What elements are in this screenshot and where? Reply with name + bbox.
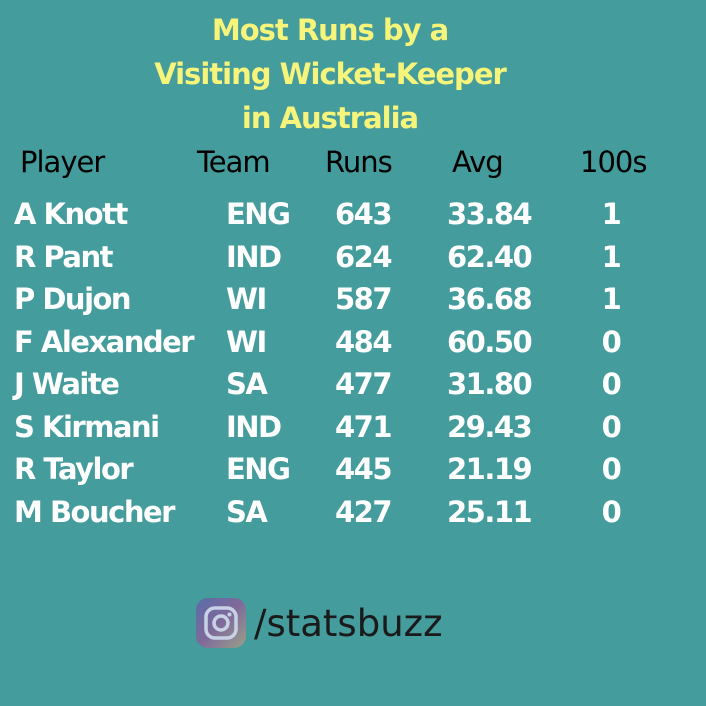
cell-hundreds: 0	[601, 325, 622, 359]
table-row: M Boucher SA 427 25.11 0	[0, 491, 706, 533]
table-row: P Dujon WI 587 36.68 1	[0, 278, 706, 320]
table-row: A Knott ENG 643 33.84 1	[0, 193, 706, 235]
cell-runs: 643	[335, 197, 393, 231]
header-avg: Avg	[452, 145, 504, 179]
title-line-1: Most Runs by a	[211, 13, 449, 47]
title-line-2: Visiting Wicket-Keeper	[154, 57, 507, 91]
cell-team: IND	[226, 410, 282, 444]
cell-hundreds: 1	[601, 282, 622, 316]
table-row: J Waite SA 477 31.80 0	[0, 363, 706, 405]
cell-team: ENG	[226, 452, 291, 486]
cell-player: S Kirmani	[14, 410, 160, 444]
cell-avg: 62.40	[447, 240, 533, 274]
instagram-icon	[196, 598, 246, 648]
header-hundreds: 100s	[580, 145, 647, 179]
cell-avg: 33.84	[447, 197, 533, 231]
table-row: R Taylor ENG 445 21.19 0	[0, 448, 706, 490]
cell-player: F Alexander	[14, 325, 195, 359]
cell-runs: 471	[335, 410, 393, 444]
cell-runs: 445	[335, 452, 393, 486]
cell-avg: 21.19	[447, 452, 533, 486]
cell-avg: 60.50	[447, 325, 533, 359]
page-title: Most Runs by a Visiting Wicket-Keeper in…	[0, 8, 660, 140]
cell-runs: 477	[335, 367, 393, 401]
table-row: R Pant IND 624 62.40 1	[0, 236, 706, 278]
header-team: Team	[197, 145, 271, 179]
cell-team: ENG	[226, 197, 291, 231]
cell-hundreds: 0	[601, 452, 622, 486]
cell-player: A Knott	[14, 197, 128, 231]
cell-avg: 36.68	[447, 282, 533, 316]
cell-team: WI	[226, 325, 267, 359]
cell-hundreds: 1	[601, 240, 622, 274]
cell-avg: 31.80	[447, 367, 533, 401]
cell-hundreds: 0	[601, 367, 622, 401]
cell-hundreds: 0	[601, 495, 622, 529]
cell-player: M Boucher	[14, 495, 175, 529]
cell-player: R Pant	[14, 240, 113, 274]
cell-runs: 624	[335, 240, 393, 274]
cell-avg: 29.43	[447, 410, 533, 444]
cell-hundreds: 0	[601, 410, 622, 444]
header-runs: Runs	[325, 145, 393, 179]
cell-hundreds: 1	[601, 197, 622, 231]
header-player: Player	[20, 145, 105, 179]
table-row: F Alexander WI 484 60.50 0	[0, 321, 706, 363]
cell-avg: 25.11	[447, 495, 533, 529]
cell-runs: 587	[335, 282, 393, 316]
cell-player: J Waite	[14, 367, 120, 401]
cell-player: P Dujon	[14, 282, 132, 316]
cell-player: R Taylor	[14, 452, 134, 486]
title-line-3: in Australia	[241, 101, 419, 135]
social-handle: /statsbuzz	[254, 601, 443, 645]
cell-runs: 484	[335, 325, 393, 359]
brand-handle-block: /statsbuzz	[196, 597, 443, 649]
cell-team: SA	[226, 495, 268, 529]
cell-runs: 427	[335, 495, 393, 529]
cell-team: IND	[226, 240, 282, 274]
cell-team: SA	[226, 367, 268, 401]
cell-team: WI	[226, 282, 267, 316]
table-row: S Kirmani IND 471 29.43 0	[0, 406, 706, 448]
